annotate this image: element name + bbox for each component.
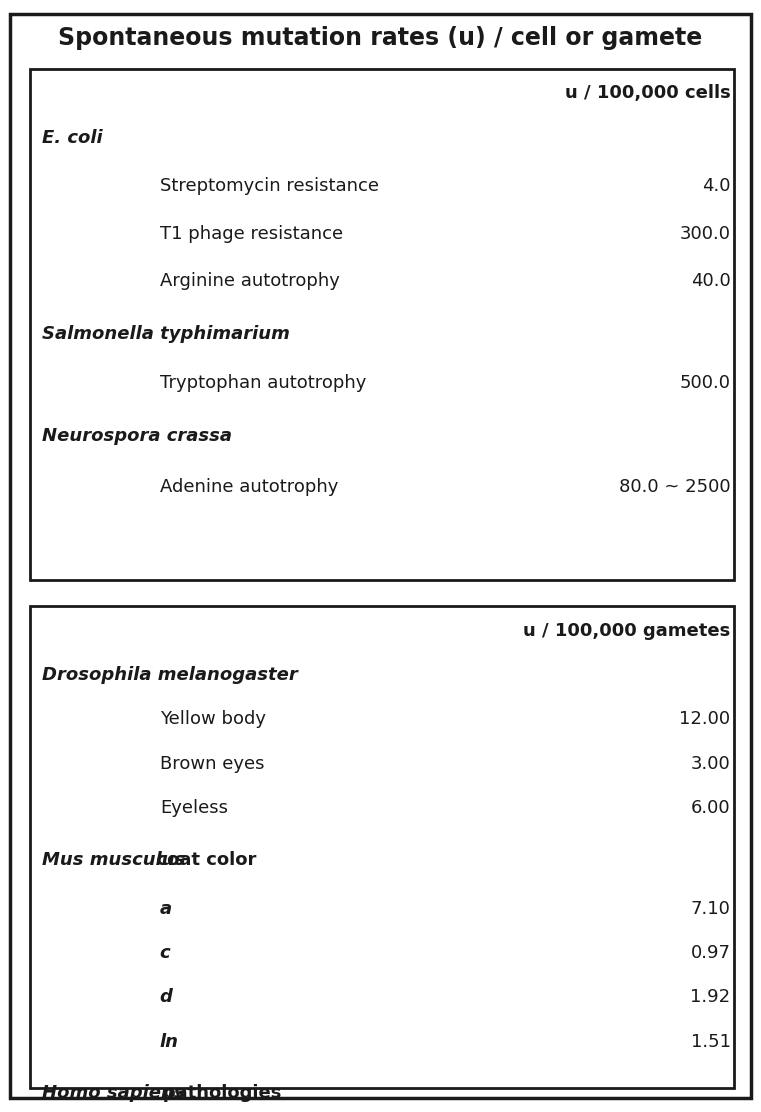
Text: c: c bbox=[160, 944, 170, 962]
Text: Eyeless: Eyeless bbox=[160, 800, 228, 817]
Text: a: a bbox=[160, 900, 172, 917]
Text: u / 100,000 gametes: u / 100,000 gametes bbox=[524, 622, 731, 639]
Text: Salmonella typhimarium: Salmonella typhimarium bbox=[42, 325, 290, 342]
Text: 40.0: 40.0 bbox=[691, 272, 731, 290]
Text: Mus musculus: Mus musculus bbox=[42, 851, 185, 868]
Text: coat color: coat color bbox=[144, 851, 256, 868]
Text: 500.0: 500.0 bbox=[680, 374, 731, 391]
Bar bbox=[30, 606, 734, 1088]
Text: 4.0: 4.0 bbox=[702, 177, 731, 195]
Bar bbox=[30, 69, 734, 580]
Text: 12.00: 12.00 bbox=[680, 711, 731, 728]
Text: Neurospora crassa: Neurospora crassa bbox=[42, 427, 232, 445]
Text: 3.00: 3.00 bbox=[691, 755, 731, 773]
Text: 300.0: 300.0 bbox=[680, 225, 731, 242]
Text: 1.92: 1.92 bbox=[690, 989, 731, 1006]
Text: 7.10: 7.10 bbox=[691, 900, 731, 917]
Text: Streptomycin resistance: Streptomycin resistance bbox=[160, 177, 379, 195]
Text: ln: ln bbox=[160, 1033, 179, 1051]
Text: Spontaneous mutation rates (u) / cell or gamete: Spontaneous mutation rates (u) / cell or… bbox=[59, 26, 702, 50]
Text: Yellow body: Yellow body bbox=[160, 711, 266, 728]
Text: u / 100,000 cells: u / 100,000 cells bbox=[565, 85, 731, 102]
Text: 0.97: 0.97 bbox=[690, 944, 731, 962]
Text: pathologies: pathologies bbox=[144, 1084, 282, 1102]
Text: T1 phage resistance: T1 phage resistance bbox=[160, 225, 343, 242]
Text: 6.00: 6.00 bbox=[691, 800, 731, 817]
Text: Drosophila melanogaster: Drosophila melanogaster bbox=[42, 666, 298, 684]
Text: Arginine autotrophy: Arginine autotrophy bbox=[160, 272, 339, 290]
Text: Adenine autotrophy: Adenine autotrophy bbox=[160, 478, 338, 496]
Text: Brown eyes: Brown eyes bbox=[160, 755, 264, 773]
Text: Homo sapiens: Homo sapiens bbox=[42, 1084, 184, 1102]
Text: 1.51: 1.51 bbox=[690, 1033, 731, 1051]
Text: E. coli: E. coli bbox=[42, 129, 103, 147]
Text: 80.0 ~ 2500: 80.0 ~ 2500 bbox=[619, 478, 731, 496]
Text: Tryptophan autotrophy: Tryptophan autotrophy bbox=[160, 374, 366, 391]
Text: d: d bbox=[160, 989, 173, 1006]
